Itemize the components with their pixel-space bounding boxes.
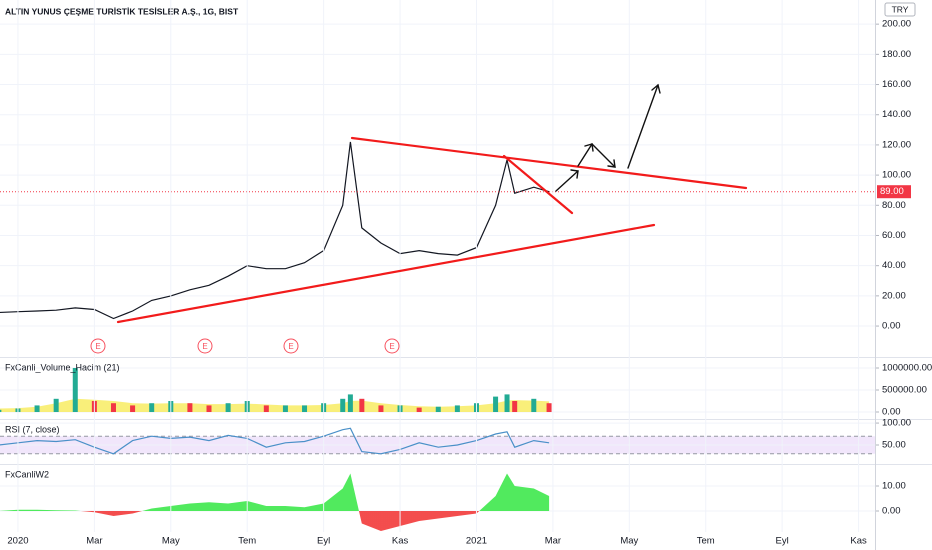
last-price-box <box>877 185 911 199</box>
event-label: E <box>288 342 293 351</box>
y-tick-label: 80.00 <box>882 200 906 211</box>
pane <box>0 473 875 531</box>
bar <box>110 403 116 413</box>
x-tick-label: 2021 <box>466 536 487 547</box>
bar <box>546 403 552 413</box>
y-tick-label: 0.00 <box>882 506 901 517</box>
y-tick-label: 50.00 <box>882 440 906 451</box>
x-tick-label: Eyl <box>317 536 330 547</box>
y-tick-label: 180.00 <box>882 49 911 60</box>
bar <box>72 367 78 413</box>
arrow-head <box>651 83 661 94</box>
average-area <box>0 398 550 413</box>
bar <box>263 405 269 413</box>
bar <box>225 403 231 413</box>
bar <box>34 405 40 413</box>
bar <box>206 405 212 413</box>
bar <box>435 406 441 413</box>
bar <box>149 403 155 413</box>
y-tick-label: 120.00 <box>882 139 911 150</box>
bar <box>378 405 384 413</box>
arrow-head <box>607 159 616 168</box>
x-tick-label: Eyl <box>776 536 789 547</box>
y-tick-label: 100.00 <box>882 418 911 429</box>
x-tick-label: Mar <box>86 536 102 547</box>
pane-title: FxCanliW2 <box>5 469 49 479</box>
arrow <box>555 170 579 192</box>
bar <box>493 396 499 413</box>
x-tick-label: Kas <box>392 536 409 547</box>
x-tick-label: May <box>162 536 180 547</box>
x-tick-label: Tem <box>238 536 256 547</box>
bar <box>187 403 193 413</box>
y-tick-label: 1000000.00 <box>882 363 932 374</box>
pane-title: FxCanli_Volume_Hacim (21) <box>5 362 120 372</box>
bar <box>340 398 346 413</box>
chart-title: ALTIN YUNUS ÇEŞME TURİSTİK TESİSLER A.Ş.… <box>5 6 239 16</box>
pane <box>0 422 875 455</box>
y-tick-label: 100.00 <box>882 170 911 181</box>
pane <box>0 23 875 327</box>
bar <box>512 401 518 413</box>
event-label: E <box>95 342 100 351</box>
currency-box[interactable] <box>884 2 916 17</box>
bar <box>282 405 288 413</box>
y-tick-label: 40.00 <box>882 260 906 271</box>
event-marker[interactable] <box>283 338 299 354</box>
area <box>0 473 550 531</box>
trend-line <box>350 136 748 190</box>
bar <box>302 405 308 413</box>
last-price-label: 89.00 <box>880 186 904 197</box>
trend-line <box>116 223 656 324</box>
events: E E E E <box>90 338 400 354</box>
x-tick-label: May <box>620 536 638 547</box>
event-label: E <box>202 342 207 351</box>
arrow <box>627 84 659 169</box>
bar <box>454 405 460 413</box>
bar <box>130 405 136 413</box>
x-tick-label: Mar <box>545 536 561 547</box>
bar <box>0 409 2 413</box>
line <box>0 427 550 455</box>
event-marker[interactable] <box>197 338 213 354</box>
x-tick-label: 2020 <box>7 536 28 547</box>
event-label: E <box>389 342 394 351</box>
line <box>0 141 550 320</box>
event-marker[interactable] <box>90 338 106 354</box>
y-tick-label: 500000.00 <box>882 385 927 396</box>
bar <box>416 407 422 413</box>
event-marker[interactable] <box>384 338 400 354</box>
y-tick-label: 0.00 <box>882 321 901 332</box>
y-tick-label: 10.00 <box>882 481 906 492</box>
y-tick-label: 20.00 <box>882 290 906 301</box>
y-tick-label: 140.00 <box>882 109 911 120</box>
arrow-head <box>584 143 594 152</box>
y-tick-label: 0.00 <box>882 407 901 418</box>
x-tick-label: Kas <box>850 536 867 547</box>
bar <box>504 394 510 413</box>
y-tick-label: 60.00 <box>882 230 906 241</box>
bar <box>531 398 537 413</box>
drawings <box>116 83 748 324</box>
arrow-head <box>570 169 579 179</box>
trend-line <box>502 154 574 215</box>
y-tick-label: 160.00 <box>882 79 911 90</box>
bar <box>347 394 353 413</box>
bar <box>53 398 59 413</box>
currency: TRY <box>892 4 909 14</box>
bar <box>359 398 365 413</box>
y-tick-label: 200.00 <box>882 19 911 30</box>
x-tick-label: Tem <box>697 536 715 547</box>
pane-title: RSI (7, close) <box>5 424 60 434</box>
